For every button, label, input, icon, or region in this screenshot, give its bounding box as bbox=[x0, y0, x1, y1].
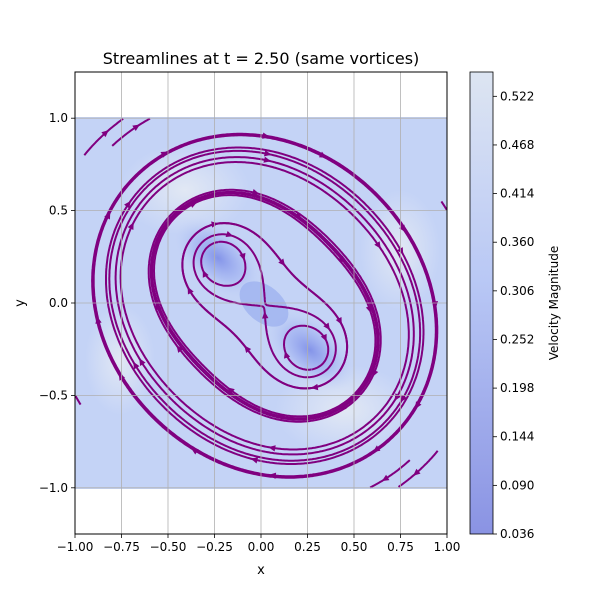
streamline-arrow bbox=[101, 130, 109, 138]
x-tick-label: −0.75 bbox=[103, 540, 140, 554]
colorbar-tick-label: 0.198 bbox=[500, 381, 534, 395]
streamline-arrow bbox=[124, 200, 131, 209]
streamline-arrow bbox=[365, 305, 372, 314]
x-tick-label: 0.00 bbox=[248, 540, 275, 554]
x-tick-label: 0.25 bbox=[294, 540, 321, 554]
colorbar-label: Velocity Magnitude bbox=[547, 246, 561, 360]
streamline-arrow bbox=[263, 150, 272, 157]
x-axis: −1.00 −0.75 −0.50 −0.25 0.00 0.25 0.50 0.75 1.00 bbox=[57, 534, 461, 554]
colorbar-tick-label: 0.144 bbox=[500, 430, 534, 444]
streamline-arrow bbox=[374, 241, 381, 249]
streamline-arrow bbox=[155, 302, 162, 311]
vortex-core-upper bbox=[173, 217, 263, 299]
y-tick-label: 0.5 bbox=[49, 204, 68, 218]
streamline-arrow bbox=[250, 457, 259, 464]
streamline-arrow bbox=[189, 202, 198, 208]
streamline bbox=[83, 117, 124, 156]
colorbar-ticks: 0.036 0.090 0.144 0.198 0.252 0.306 0.360 0.414… bbox=[493, 89, 534, 541]
colorbar-tick-label: 0.468 bbox=[500, 138, 534, 152]
colorbar-tick-label: 0.090 bbox=[500, 478, 534, 492]
streamline-arrow bbox=[202, 270, 209, 278]
x-tick-label: 1.00 bbox=[434, 540, 461, 554]
grid bbox=[74, 72, 448, 534]
y-axis: −1.0 −0.5 0.0 0.5 1.0 bbox=[39, 111, 75, 495]
colorbar-tick-label: 0.306 bbox=[500, 284, 534, 298]
colorbar-tick-label: 0.360 bbox=[500, 235, 534, 249]
streamline-arrow bbox=[139, 358, 146, 366]
y-axis-label: y bbox=[13, 299, 28, 307]
colorbar-scale bbox=[469, 71, 494, 535]
x-tick-label: 0.75 bbox=[387, 540, 414, 554]
streamline-arrow bbox=[338, 403, 347, 410]
streamlines bbox=[75, 117, 447, 489]
streamline bbox=[111, 117, 151, 147]
saddle-region bbox=[239, 281, 289, 327]
streamline-arrow bbox=[244, 345, 252, 353]
colorbar: 0.036 0.090 0.144 0.198 0.252 0.306 0.360 0.414… bbox=[469, 71, 561, 541]
x-tick-label: −1.00 bbox=[57, 540, 94, 554]
streamline-arrow bbox=[225, 230, 234, 238]
streamline-arrow bbox=[133, 361, 140, 370]
y-tick-label: 0.0 bbox=[49, 296, 68, 310]
streamline-arrow bbox=[335, 317, 342, 325]
x-tick-label: −0.50 bbox=[150, 540, 187, 554]
streamline-arrow bbox=[381, 474, 390, 482]
streamline bbox=[282, 324, 330, 371]
x-axis-label: x bbox=[257, 563, 265, 578]
streamline-arrow bbox=[294, 212, 302, 219]
plot-area bbox=[74, 71, 448, 535]
streamline-arrow bbox=[176, 345, 184, 353]
streamline-arrow bbox=[95, 316, 102, 324]
colorbar-tick-label: 0.414 bbox=[500, 187, 534, 201]
streamline-arrow bbox=[318, 151, 327, 158]
x-tick-label: 0.50 bbox=[341, 540, 368, 554]
streamline-arrow bbox=[262, 311, 269, 319]
streamline-arrow bbox=[372, 445, 381, 453]
streamline bbox=[369, 459, 411, 489]
streamline-arrow bbox=[283, 350, 291, 359]
streamline bbox=[200, 240, 247, 287]
colorbar-tick-label: 0.252 bbox=[500, 332, 534, 346]
y-tick-label: 1.0 bbox=[49, 111, 68, 125]
streamline-arrow bbox=[320, 333, 327, 342]
colorbar-tick-label: 0.522 bbox=[500, 89, 534, 103]
y-tick-label: −0.5 bbox=[39, 388, 68, 402]
streamline bbox=[397, 450, 439, 488]
field-bright-region bbox=[120, 145, 250, 235]
streamline bbox=[440, 200, 447, 211]
streamline-arrow bbox=[127, 222, 134, 230]
streamline-arrow bbox=[227, 387, 235, 395]
streamline-arrow bbox=[323, 322, 330, 331]
x-tick-label: −0.25 bbox=[196, 540, 233, 554]
streamline-arrow bbox=[263, 156, 271, 163]
streamline-arrow bbox=[268, 445, 276, 452]
streamline-arrow bbox=[132, 124, 140, 131]
streamline-arrow bbox=[413, 468, 421, 476]
y-tick-label: −1.0 bbox=[39, 481, 68, 495]
colorbar-tick-label: 0.036 bbox=[500, 527, 534, 541]
field-bright-region bbox=[85, 305, 155, 415]
streamline-arrow bbox=[239, 252, 246, 261]
streamline bbox=[75, 395, 82, 406]
streamline-arrow bbox=[400, 394, 407, 403]
streamline-arrow bbox=[251, 189, 260, 196]
chart-title: Streamlines at t = 2.50 (same vortices) bbox=[103, 49, 420, 68]
